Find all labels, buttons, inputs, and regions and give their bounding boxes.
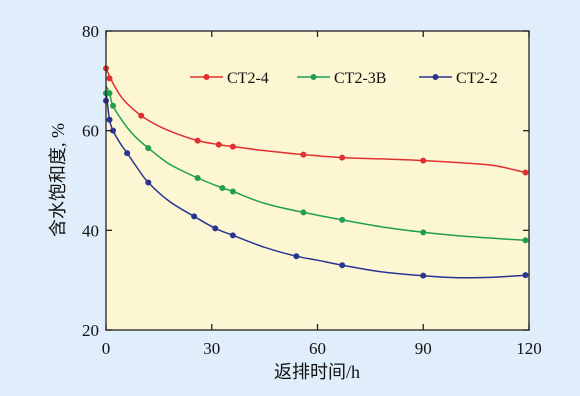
data-point [212,225,219,232]
legend-swatch-marker [310,74,317,80]
data-point [145,179,152,186]
data-point [194,175,201,182]
legend-label: CT2-2 [456,70,498,87]
x-tick-label: 120 [516,339,542,358]
data-point [191,213,198,220]
data-point [420,157,427,164]
data-point [145,145,152,152]
x-tick-label: 60 [309,339,326,358]
data-point [194,137,201,144]
data-point [300,209,307,216]
data-point [110,102,117,109]
data-point [219,184,226,191]
data-point [339,216,346,223]
y-tick-label: 80 [82,22,99,41]
data-point [522,169,529,176]
data-point [229,188,236,195]
data-point [420,229,427,236]
y-tick-label: 20 [82,321,99,340]
data-point [110,127,117,134]
data-point [293,253,300,260]
y-axis: 20 40 60 80 [82,22,529,340]
data-point [420,272,427,279]
y-tick-label: 40 [82,221,99,240]
data-point [339,262,346,269]
data-point [215,141,222,148]
series-line-2 [105,90,526,279]
x-axis: 0 30 60 90 120 [102,31,542,358]
data-point [138,112,145,119]
legend-label: CT2-3B [334,70,386,87]
series-line-1 [105,85,526,242]
data-point [124,150,131,157]
x-tick-label: 30 [203,339,220,358]
x-axis-title: 返排时间/h [274,362,360,382]
y-axis-title: 含水饱和度, % [48,123,68,237]
plot-area [106,31,529,330]
data-point [522,272,529,279]
data-point [106,90,113,97]
legend: CT2-4 CT2-3B CT2-2 [190,70,498,87]
data-point [106,116,113,123]
data-point [522,237,529,244]
data-point [300,151,307,158]
legend-label: CT2-4 [227,70,269,87]
data-point [229,143,236,150]
legend-swatch-marker [203,74,210,80]
data-point [229,232,236,239]
x-tick-label: 0 [102,339,111,358]
y-tick-label: 60 [82,122,99,141]
legend-swatch-marker [432,74,439,80]
data-point [106,75,113,82]
data-point [339,154,346,161]
x-tick-label: 90 [415,339,432,358]
